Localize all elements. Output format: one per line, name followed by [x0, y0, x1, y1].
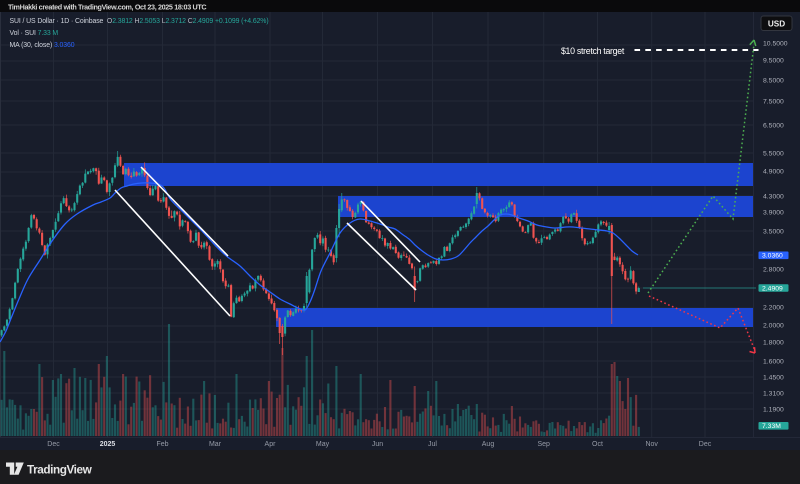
svg-text:3.5000: 3.5000	[763, 228, 784, 235]
svg-text:MA (30, close) 3.0360: MA (30, close) 3.0360	[10, 42, 75, 49]
svg-text:2.2000: 2.2000	[763, 304, 784, 311]
svg-text:1.8000: 1.8000	[763, 339, 784, 346]
svg-text:1.1900: 1.1900	[763, 406, 784, 413]
svg-text:Apr: Apr	[265, 441, 277, 448]
svg-text:5.5000: 5.5000	[763, 150, 784, 157]
svg-text:Oct: Oct	[592, 441, 603, 448]
svg-text:2.8000: 2.8000	[763, 266, 784, 273]
svg-text:3.9000: 3.9000	[763, 209, 784, 216]
svg-text:7.5000: 7.5000	[763, 98, 784, 105]
svg-text:1.6000: 1.6000	[763, 358, 784, 365]
svg-text:Nov: Nov	[645, 441, 658, 448]
svg-text:$10 stretch target: $10 stretch target	[561, 46, 625, 56]
svg-text:2.0000: 2.0000	[763, 322, 784, 329]
svg-text:Sep: Sep	[537, 441, 550, 448]
svg-text:Vol · SUI 7.33 M: Vol · SUI 7.33 M	[10, 30, 59, 37]
svg-text:Jul: Jul	[428, 441, 437, 448]
svg-text:3.0360: 3.0360	[762, 253, 783, 260]
svg-text:Jun: Jun	[372, 441, 383, 448]
svg-text:Feb: Feb	[156, 441, 168, 448]
svg-text:Dec: Dec	[47, 441, 60, 448]
svg-text:Dec: Dec	[699, 441, 712, 448]
svg-text:7.33M: 7.33M	[762, 423, 781, 430]
svg-text:2.4909: 2.4909	[762, 285, 783, 292]
svg-text:6.5000: 6.5000	[763, 122, 784, 129]
svg-text:2025: 2025	[100, 441, 116, 448]
svg-text:9.5000: 9.5000	[763, 57, 784, 64]
svg-text:TimHakki created with TradingV: TimHakki created with TradingView.com, O…	[8, 3, 206, 12]
svg-text:Mar: Mar	[209, 441, 222, 448]
svg-text:SUI / US Dollar · 1D · Coinbas: SUI / US Dollar · 1D · Coinbase O2.3812 …	[10, 18, 269, 25]
svg-text:USD: USD	[768, 19, 785, 28]
svg-text:8.5000: 8.5000	[763, 77, 784, 84]
svg-text:1.3100: 1.3100	[763, 390, 784, 397]
svg-text:1.4500: 1.4500	[763, 374, 784, 381]
svg-text:10.5000: 10.5000	[763, 40, 788, 47]
svg-text:Aug: Aug	[482, 441, 495, 448]
svg-text:TradingView: TradingView	[27, 463, 93, 477]
svg-text:May: May	[316, 441, 330, 448]
svg-text:4.3000: 4.3000	[763, 193, 784, 200]
svg-text:4.9000: 4.9000	[763, 168, 784, 175]
